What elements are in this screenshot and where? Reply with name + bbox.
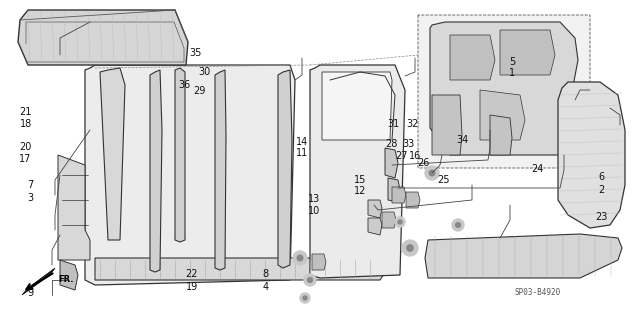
Circle shape [402,240,418,256]
Text: 9: 9 [28,288,34,299]
Text: 12: 12 [354,186,367,197]
Circle shape [304,274,316,286]
Text: 16: 16 [408,151,421,161]
Polygon shape [368,218,382,235]
Polygon shape [430,22,578,155]
Text: 21: 21 [19,107,32,117]
Polygon shape [60,260,78,290]
Text: 13: 13 [307,194,320,204]
Text: 20: 20 [19,142,32,152]
Polygon shape [480,90,525,140]
Text: 25: 25 [437,175,450,185]
Polygon shape [500,30,555,75]
Text: 3: 3 [28,193,34,203]
Text: 6: 6 [598,172,605,182]
Polygon shape [388,178,400,202]
Circle shape [395,217,405,227]
Polygon shape [310,65,405,278]
Text: 14: 14 [296,137,308,147]
Circle shape [456,223,460,227]
Text: 8: 8 [262,269,269,279]
Polygon shape [22,268,55,295]
Polygon shape [150,70,162,272]
Text: 17: 17 [19,154,32,165]
Polygon shape [95,258,388,280]
Text: 2: 2 [598,185,605,195]
Polygon shape [392,187,406,203]
Text: 18: 18 [19,119,32,130]
Text: 11: 11 [296,148,308,158]
Polygon shape [312,254,326,270]
Circle shape [293,251,307,265]
Text: 22: 22 [186,269,198,279]
Polygon shape [385,148,398,178]
Circle shape [300,293,310,303]
Polygon shape [368,200,382,218]
Circle shape [425,166,439,180]
Circle shape [303,296,307,300]
Polygon shape [382,212,396,228]
Text: 32: 32 [406,119,419,130]
Polygon shape [558,82,625,228]
Polygon shape [58,155,90,260]
Polygon shape [406,192,420,208]
Text: 28: 28 [385,138,398,149]
Polygon shape [490,115,512,155]
Polygon shape [432,95,462,155]
Circle shape [297,255,303,261]
Text: 33: 33 [402,138,415,149]
Text: 5: 5 [509,57,515,67]
Text: 1: 1 [509,68,515,78]
Text: 7: 7 [28,180,34,190]
Text: 34: 34 [456,135,469,145]
Circle shape [308,278,312,282]
Polygon shape [100,68,125,240]
Text: 26: 26 [417,158,430,168]
Polygon shape [175,68,185,242]
Polygon shape [418,15,590,168]
Text: 10: 10 [307,205,320,216]
Text: FR.: FR. [58,276,74,285]
Polygon shape [18,10,188,65]
Text: 4: 4 [262,282,269,292]
Polygon shape [322,72,392,140]
Text: SP03-B4920: SP03-B4920 [515,288,561,297]
Circle shape [429,170,435,176]
Text: 24: 24 [531,164,544,174]
Text: 31: 31 [387,119,400,130]
Circle shape [407,245,413,251]
Polygon shape [85,65,295,285]
Polygon shape [425,234,622,278]
Circle shape [452,219,464,231]
Text: 29: 29 [193,86,206,96]
Text: 36: 36 [178,79,191,90]
Text: 23: 23 [595,212,608,222]
Text: 30: 30 [198,67,211,77]
Text: 19: 19 [186,282,198,292]
Polygon shape [278,70,292,268]
Text: 27: 27 [396,151,408,161]
Polygon shape [215,70,226,270]
Text: 35: 35 [189,48,202,58]
Polygon shape [450,35,495,80]
Circle shape [398,220,402,224]
Text: 15: 15 [354,175,367,185]
